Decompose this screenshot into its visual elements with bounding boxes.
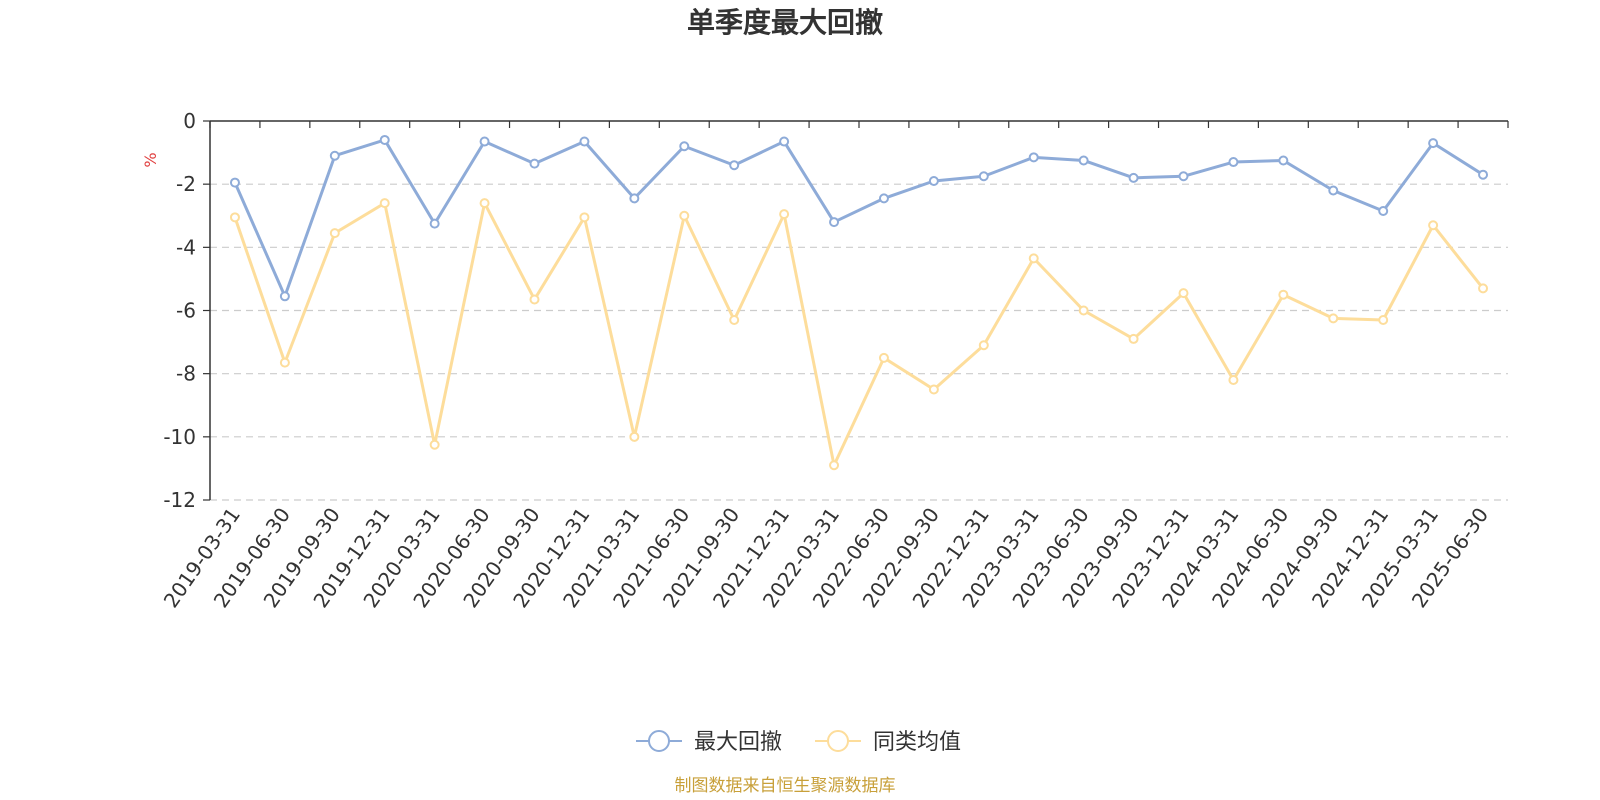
series-line-1 <box>233 201 1485 467</box>
data-point[interactable] <box>1328 185 1339 196</box>
data-point[interactable] <box>1178 288 1189 299</box>
data-point[interactable] <box>429 439 440 450</box>
y-tick-label: -12 <box>163 488 196 512</box>
data-point[interactable] <box>978 340 989 351</box>
data-point[interactable] <box>1028 253 1039 264</box>
data-point[interactable] <box>1228 374 1239 385</box>
y-tick-label: 0 <box>183 109 196 133</box>
y-tick-label: -6 <box>176 299 196 323</box>
data-point[interactable] <box>629 193 640 204</box>
legend: 最大回撤 同类均值 <box>636 730 961 755</box>
data-point[interactable] <box>1028 152 1039 163</box>
data-point[interactable] <box>579 212 590 223</box>
source-note: 制图数据来自恒生聚源数据库 <box>675 776 896 796</box>
data-point[interactable] <box>529 158 540 169</box>
data-point[interactable] <box>379 134 390 145</box>
legend-label: 最大回撤 <box>694 730 782 755</box>
legend-item-1[interactable]: 同类均值 <box>815 730 961 755</box>
y-tick-label: -10 <box>163 425 196 449</box>
legend-marker-icon <box>827 730 849 752</box>
data-point[interactable] <box>779 136 790 147</box>
legend-item-0[interactable]: 最大回撤 <box>636 730 782 755</box>
data-point[interactable] <box>329 150 340 161</box>
data-point[interactable] <box>878 193 889 204</box>
series-line-0 <box>233 138 1484 298</box>
data-point[interactable] <box>1478 169 1489 180</box>
data-point[interactable] <box>978 171 989 182</box>
data-point[interactable] <box>1278 155 1289 166</box>
data-point[interactable] <box>1378 314 1389 325</box>
data-point[interactable] <box>279 357 290 368</box>
series <box>229 134 1489 471</box>
data-point[interactable] <box>1428 138 1439 149</box>
data-point[interactable] <box>1278 289 1289 300</box>
data-point[interactable] <box>279 291 290 302</box>
legend-marker-icon <box>648 730 670 752</box>
data-point[interactable] <box>679 141 690 152</box>
data-point[interactable] <box>1478 283 1489 294</box>
y-tick-label: -4 <box>176 235 196 259</box>
chart-title: 单季度最大回撤 <box>687 6 883 39</box>
data-point[interactable] <box>829 217 840 228</box>
data-point[interactable] <box>1378 206 1389 217</box>
data-point[interactable] <box>1078 305 1089 316</box>
data-point[interactable] <box>229 177 240 188</box>
grid <box>210 183 1508 501</box>
data-point[interactable] <box>829 460 840 471</box>
data-point[interactable] <box>729 160 740 171</box>
data-point[interactable] <box>928 176 939 187</box>
data-point[interactable] <box>379 198 390 209</box>
y-tick-label: -2 <box>176 172 196 196</box>
data-point[interactable] <box>1128 172 1139 183</box>
data-point[interactable] <box>229 212 240 223</box>
data-point[interactable] <box>1078 155 1089 166</box>
data-point[interactable] <box>479 136 490 147</box>
data-point[interactable] <box>729 314 740 325</box>
data-point[interactable] <box>779 209 790 220</box>
data-point[interactable] <box>679 210 690 221</box>
data-point[interactable] <box>529 294 540 305</box>
data-point[interactable] <box>429 218 440 229</box>
data-point[interactable] <box>878 352 889 363</box>
data-point[interactable] <box>329 228 340 239</box>
data-point[interactable] <box>1328 313 1339 324</box>
data-point[interactable] <box>1128 333 1139 344</box>
y-tick-label: -8 <box>176 362 196 386</box>
data-point[interactable] <box>579 136 590 147</box>
y-axis-unit: % <box>141 152 160 167</box>
legend-label: 同类均值 <box>873 730 961 755</box>
data-point[interactable] <box>1228 157 1239 168</box>
data-point[interactable] <box>928 384 939 395</box>
data-point[interactable] <box>629 431 640 442</box>
data-point[interactable] <box>1178 171 1189 182</box>
data-point[interactable] <box>479 198 490 209</box>
data-point[interactable] <box>1428 220 1439 231</box>
